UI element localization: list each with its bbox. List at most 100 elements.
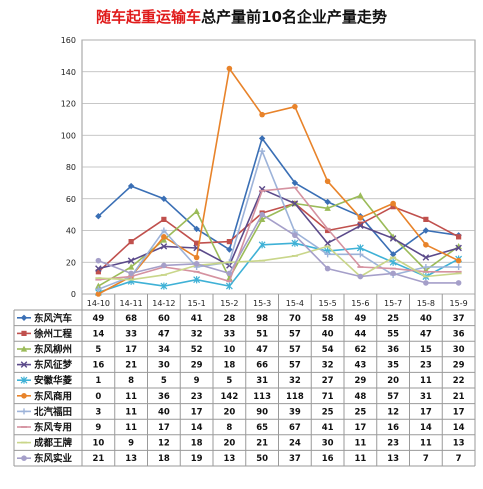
data-label: 49 (354, 314, 366, 324)
data-label: 31 (420, 392, 432, 402)
data-label: 18 (223, 361, 235, 371)
data-point (357, 215, 364, 221)
data-point (20, 376, 28, 384)
data-point (357, 251, 364, 258)
series-name: 成都王牌 (34, 437, 73, 449)
series-name: 北汽福田 (34, 406, 72, 418)
data-point (259, 148, 266, 155)
data-point (21, 408, 27, 415)
data-label: 60 (158, 314, 170, 324)
data-point (455, 280, 462, 286)
data-label: 10 (223, 345, 235, 355)
data-label: 25 (354, 407, 366, 417)
data-label: 14 (420, 423, 432, 433)
data-point (456, 234, 462, 240)
data-point (193, 254, 200, 261)
data-label: 17 (420, 407, 432, 417)
data-point (128, 239, 134, 245)
data-label: 23 (420, 361, 432, 371)
y-tick-label: 100 (61, 131, 76, 140)
data-label: 12 (158, 439, 170, 449)
data-label: 118 (286, 392, 304, 402)
data-point (127, 182, 135, 190)
series-line (98, 242, 459, 294)
y-tick-label: 20 (66, 258, 76, 267)
data-point (226, 270, 233, 277)
data-point (455, 244, 462, 252)
y-tick-label: 0 (71, 290, 76, 299)
series-name: 东风专用 (34, 422, 72, 434)
data-label: 34 (158, 345, 170, 355)
data-label: 16 (92, 361, 104, 371)
data-point (21, 330, 27, 336)
data-label: 10 (92, 439, 104, 449)
data-label: 36 (453, 329, 465, 339)
data-label: 113 (253, 392, 271, 402)
data-label: 29 (354, 376, 366, 386)
data-point (21, 393, 27, 399)
data-label: 30 (322, 439, 334, 449)
data-label: 40 (158, 407, 170, 417)
chart-title-highlight: 随车起重运输车 (96, 8, 202, 26)
data-point (161, 234, 167, 240)
data-point (226, 239, 232, 245)
data-label: 31 (256, 376, 268, 386)
data-label: 21 (256, 439, 268, 449)
data-label: 11 (125, 392, 137, 402)
data-point (423, 216, 429, 222)
data-label: 23 (387, 439, 399, 449)
data-point (423, 280, 429, 286)
data-label: 9 (128, 439, 134, 449)
x-tick-label: 15-4 (286, 299, 304, 308)
data-point (390, 200, 396, 207)
data-label: 50 (256, 454, 268, 464)
data-label: 35 (387, 361, 399, 371)
data-label: 33 (125, 329, 137, 339)
data-label: 11 (125, 407, 137, 417)
chart-title-rest: 总产量前10名企业产量走势 (201, 8, 387, 26)
data-label: 18 (158, 454, 170, 464)
data-point (422, 254, 430, 261)
data-label: 57 (387, 392, 399, 402)
data-point (193, 225, 200, 233)
data-point (160, 227, 167, 234)
data-label: 39 (289, 407, 301, 417)
data-label: 70 (289, 314, 301, 324)
data-label: 11 (354, 439, 366, 449)
data-point (258, 135, 266, 142)
y-tick-label: 60 (66, 195, 76, 204)
y-tick-label: 140 (61, 68, 76, 77)
data-label: 18 (191, 439, 203, 449)
data-label: 15 (420, 345, 432, 355)
data-point (193, 261, 200, 267)
data-point (95, 286, 102, 293)
x-tick-label: 15-1 (188, 299, 206, 308)
series-name: 安徽华菱 (34, 375, 73, 387)
data-label: 67 (289, 423, 301, 433)
data-label: 68 (125, 314, 137, 324)
data-label: 37 (453, 314, 465, 324)
data-label: 16 (322, 454, 334, 464)
x-tick-label: 15-9 (450, 299, 468, 308)
data-label: 52 (191, 345, 203, 355)
series-name: 东风商用 (34, 390, 72, 402)
data-point (357, 192, 364, 199)
x-tick-label: 14-12 (152, 299, 175, 308)
data-label: 7 (456, 454, 462, 464)
data-label: 3 (95, 407, 101, 417)
data-point (95, 257, 102, 264)
x-tick-label: 15-7 (384, 299, 402, 308)
data-label: 23 (191, 392, 203, 402)
data-point (225, 282, 233, 290)
data-label: 66 (256, 361, 268, 371)
data-label: 54 (322, 345, 334, 355)
data-label: 11 (354, 454, 366, 464)
data-label: 58 (322, 314, 334, 324)
data-point (21, 455, 27, 462)
data-label: 1 (95, 376, 101, 386)
data-label: 25 (387, 314, 399, 324)
data-label: 40 (322, 329, 334, 339)
data-label: 65 (256, 423, 268, 433)
data-point (258, 215, 266, 222)
series-line (98, 67, 459, 295)
